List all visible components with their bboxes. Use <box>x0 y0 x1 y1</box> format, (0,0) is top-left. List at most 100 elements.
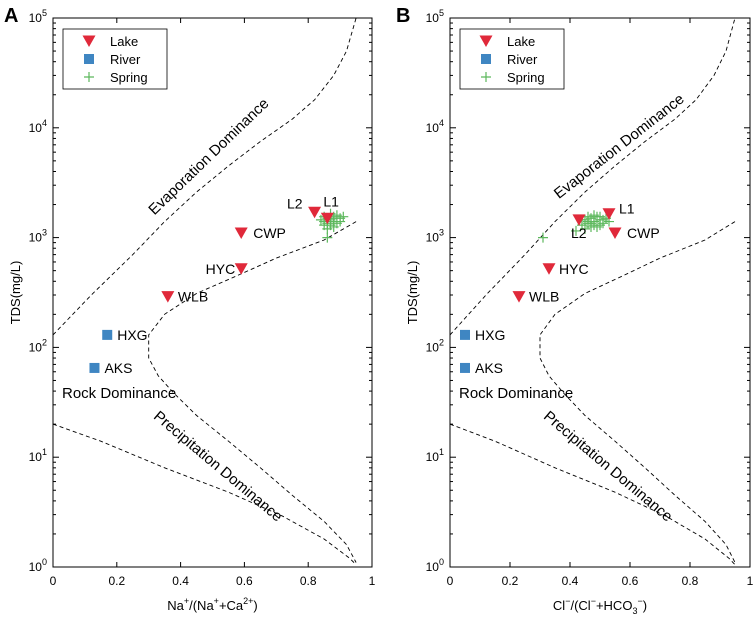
y-tick-label: 105 <box>426 8 444 25</box>
lake-point-hyc <box>542 263 556 275</box>
spring-point <box>315 214 326 225</box>
y-tick-label: 102 <box>426 337 444 354</box>
legend-label-river: River <box>507 52 538 67</box>
region-label-evaporation: Evaporation Dominance <box>145 95 272 218</box>
spring-point <box>583 216 593 227</box>
point-label: AKS <box>104 360 132 376</box>
x-axis-label: Cl−/(Cl−+HCO3−) <box>553 596 647 616</box>
point-label: CWP <box>253 225 286 241</box>
spring-point <box>538 232 548 243</box>
y-tick-label: 104 <box>29 118 47 135</box>
x-tick-label: 0.4 <box>562 574 579 588</box>
y-axis-label: TDS(mg/L) <box>8 261 23 325</box>
point-label: HYC <box>559 261 589 277</box>
region-label-precipitation: Precipitation Dominance <box>150 408 285 526</box>
lake-point-l2 <box>572 214 586 226</box>
point-label: HYC <box>206 261 236 277</box>
legend: Lake River Spring <box>62 28 168 90</box>
x-tick-label: 0 <box>50 574 57 588</box>
y-tick-label: 103 <box>426 228 444 245</box>
spring-point <box>589 220 599 231</box>
river-point-aks <box>89 362 100 373</box>
spring-point <box>328 221 339 232</box>
legend-marker-lake <box>82 35 96 47</box>
x-axis-label: Na+/(Na++Ca2+) <box>167 596 258 613</box>
point-label: HXG <box>117 327 147 343</box>
point-label: L2 <box>571 225 587 241</box>
legend-label-lake: Lake <box>110 34 138 49</box>
lake-point-wlb <box>161 291 175 303</box>
x-tick-label: 0.6 <box>622 574 639 588</box>
lake-point-hyc <box>234 263 248 275</box>
legend-label-river: River <box>110 52 141 67</box>
region-label-evaporation: Evaporation Dominance <box>551 90 688 202</box>
legend-marker-river <box>481 54 491 64</box>
y-tick-label: 102 <box>29 337 47 354</box>
x-tick-label: 0.4 <box>172 574 189 588</box>
x-tick-label: 0 <box>447 574 454 588</box>
x-tick-label: 1 <box>747 574 754 588</box>
point-label: L1 <box>619 201 635 217</box>
river-point-hxg <box>102 329 113 340</box>
boundary-lower <box>539 221 736 563</box>
boundary-lower <box>148 221 357 563</box>
x-tick-label: 0.2 <box>502 574 519 588</box>
boundary-upper <box>53 18 357 336</box>
y-tick-label: 104 <box>426 118 444 135</box>
lake-point-cwp <box>608 227 622 240</box>
legend-box <box>459 28 565 90</box>
point-label: CWP <box>627 225 660 241</box>
legend: Lake River Spring <box>459 28 565 90</box>
x-tick-label: 0.8 <box>682 574 699 588</box>
lake-point-l2 <box>308 206 322 219</box>
y-tick-label: 100 <box>426 557 444 574</box>
lake-point-l1 <box>320 212 334 225</box>
x-tick-label: 0.8 <box>300 574 317 588</box>
lake-point-wlb <box>512 291 526 303</box>
y-tick-label: 101 <box>29 447 47 464</box>
point-label: L2 <box>287 195 303 211</box>
point-label: WLB <box>529 289 559 305</box>
region-label-rock: Rock Dominance <box>62 385 176 402</box>
spring-point <box>319 220 330 231</box>
plot-frame <box>52 17 373 568</box>
spring-point <box>335 216 346 227</box>
river-point-hxg <box>460 329 470 340</box>
legend-label-spring: Spring <box>110 70 148 85</box>
y-tick-label: 100 <box>29 557 47 574</box>
y-axis-label: TDS(mg/L) <box>405 261 420 325</box>
lake-point-cwp <box>234 227 248 240</box>
panel-label: B <box>396 5 410 27</box>
spring-point <box>571 225 581 236</box>
x-tick-label: 0.2 <box>108 574 125 588</box>
y-tick-label: 105 <box>29 8 47 25</box>
lake-point-l1 <box>602 208 616 220</box>
point-label: L1 <box>323 193 339 209</box>
legend-label-spring: Spring <box>507 70 545 85</box>
legend-box <box>62 28 168 90</box>
point-label: AKS <box>475 360 503 376</box>
river-point-aks <box>460 362 470 373</box>
point-label: HXG <box>475 327 505 343</box>
point-label: WLB <box>178 289 208 305</box>
y-tick-label: 103 <box>29 228 47 245</box>
spring-point <box>589 210 599 221</box>
region-label-rock: Rock Dominance <box>459 385 573 402</box>
region-label-precipitation: Precipitation Dominance <box>540 408 675 526</box>
legend-marker-lake <box>479 35 493 47</box>
spring-point <box>580 223 590 234</box>
plot-frame <box>449 17 751 568</box>
spring-point <box>598 214 608 225</box>
panel-label: A <box>4 5 18 27</box>
legend-marker-river <box>84 54 94 64</box>
x-tick-label: 1 <box>369 574 376 588</box>
boundary-bottom <box>450 423 736 566</box>
legend-marker-spring <box>84 72 94 82</box>
x-tick-label: 0.6 <box>236 574 253 588</box>
spring-point <box>322 232 333 243</box>
panel-b: B 0 0.2 0.4 0.6 0.8 1 100 101 102 103 104 105 Cl−/(Cl… <box>396 5 754 616</box>
panel-a: A 0 0.2 0.4 0.6 0.8 1 100 101 102 103 104 105 Na+/(Na… <box>4 5 376 613</box>
boundary-upper <box>450 18 736 336</box>
legend-marker-spring <box>481 72 491 82</box>
